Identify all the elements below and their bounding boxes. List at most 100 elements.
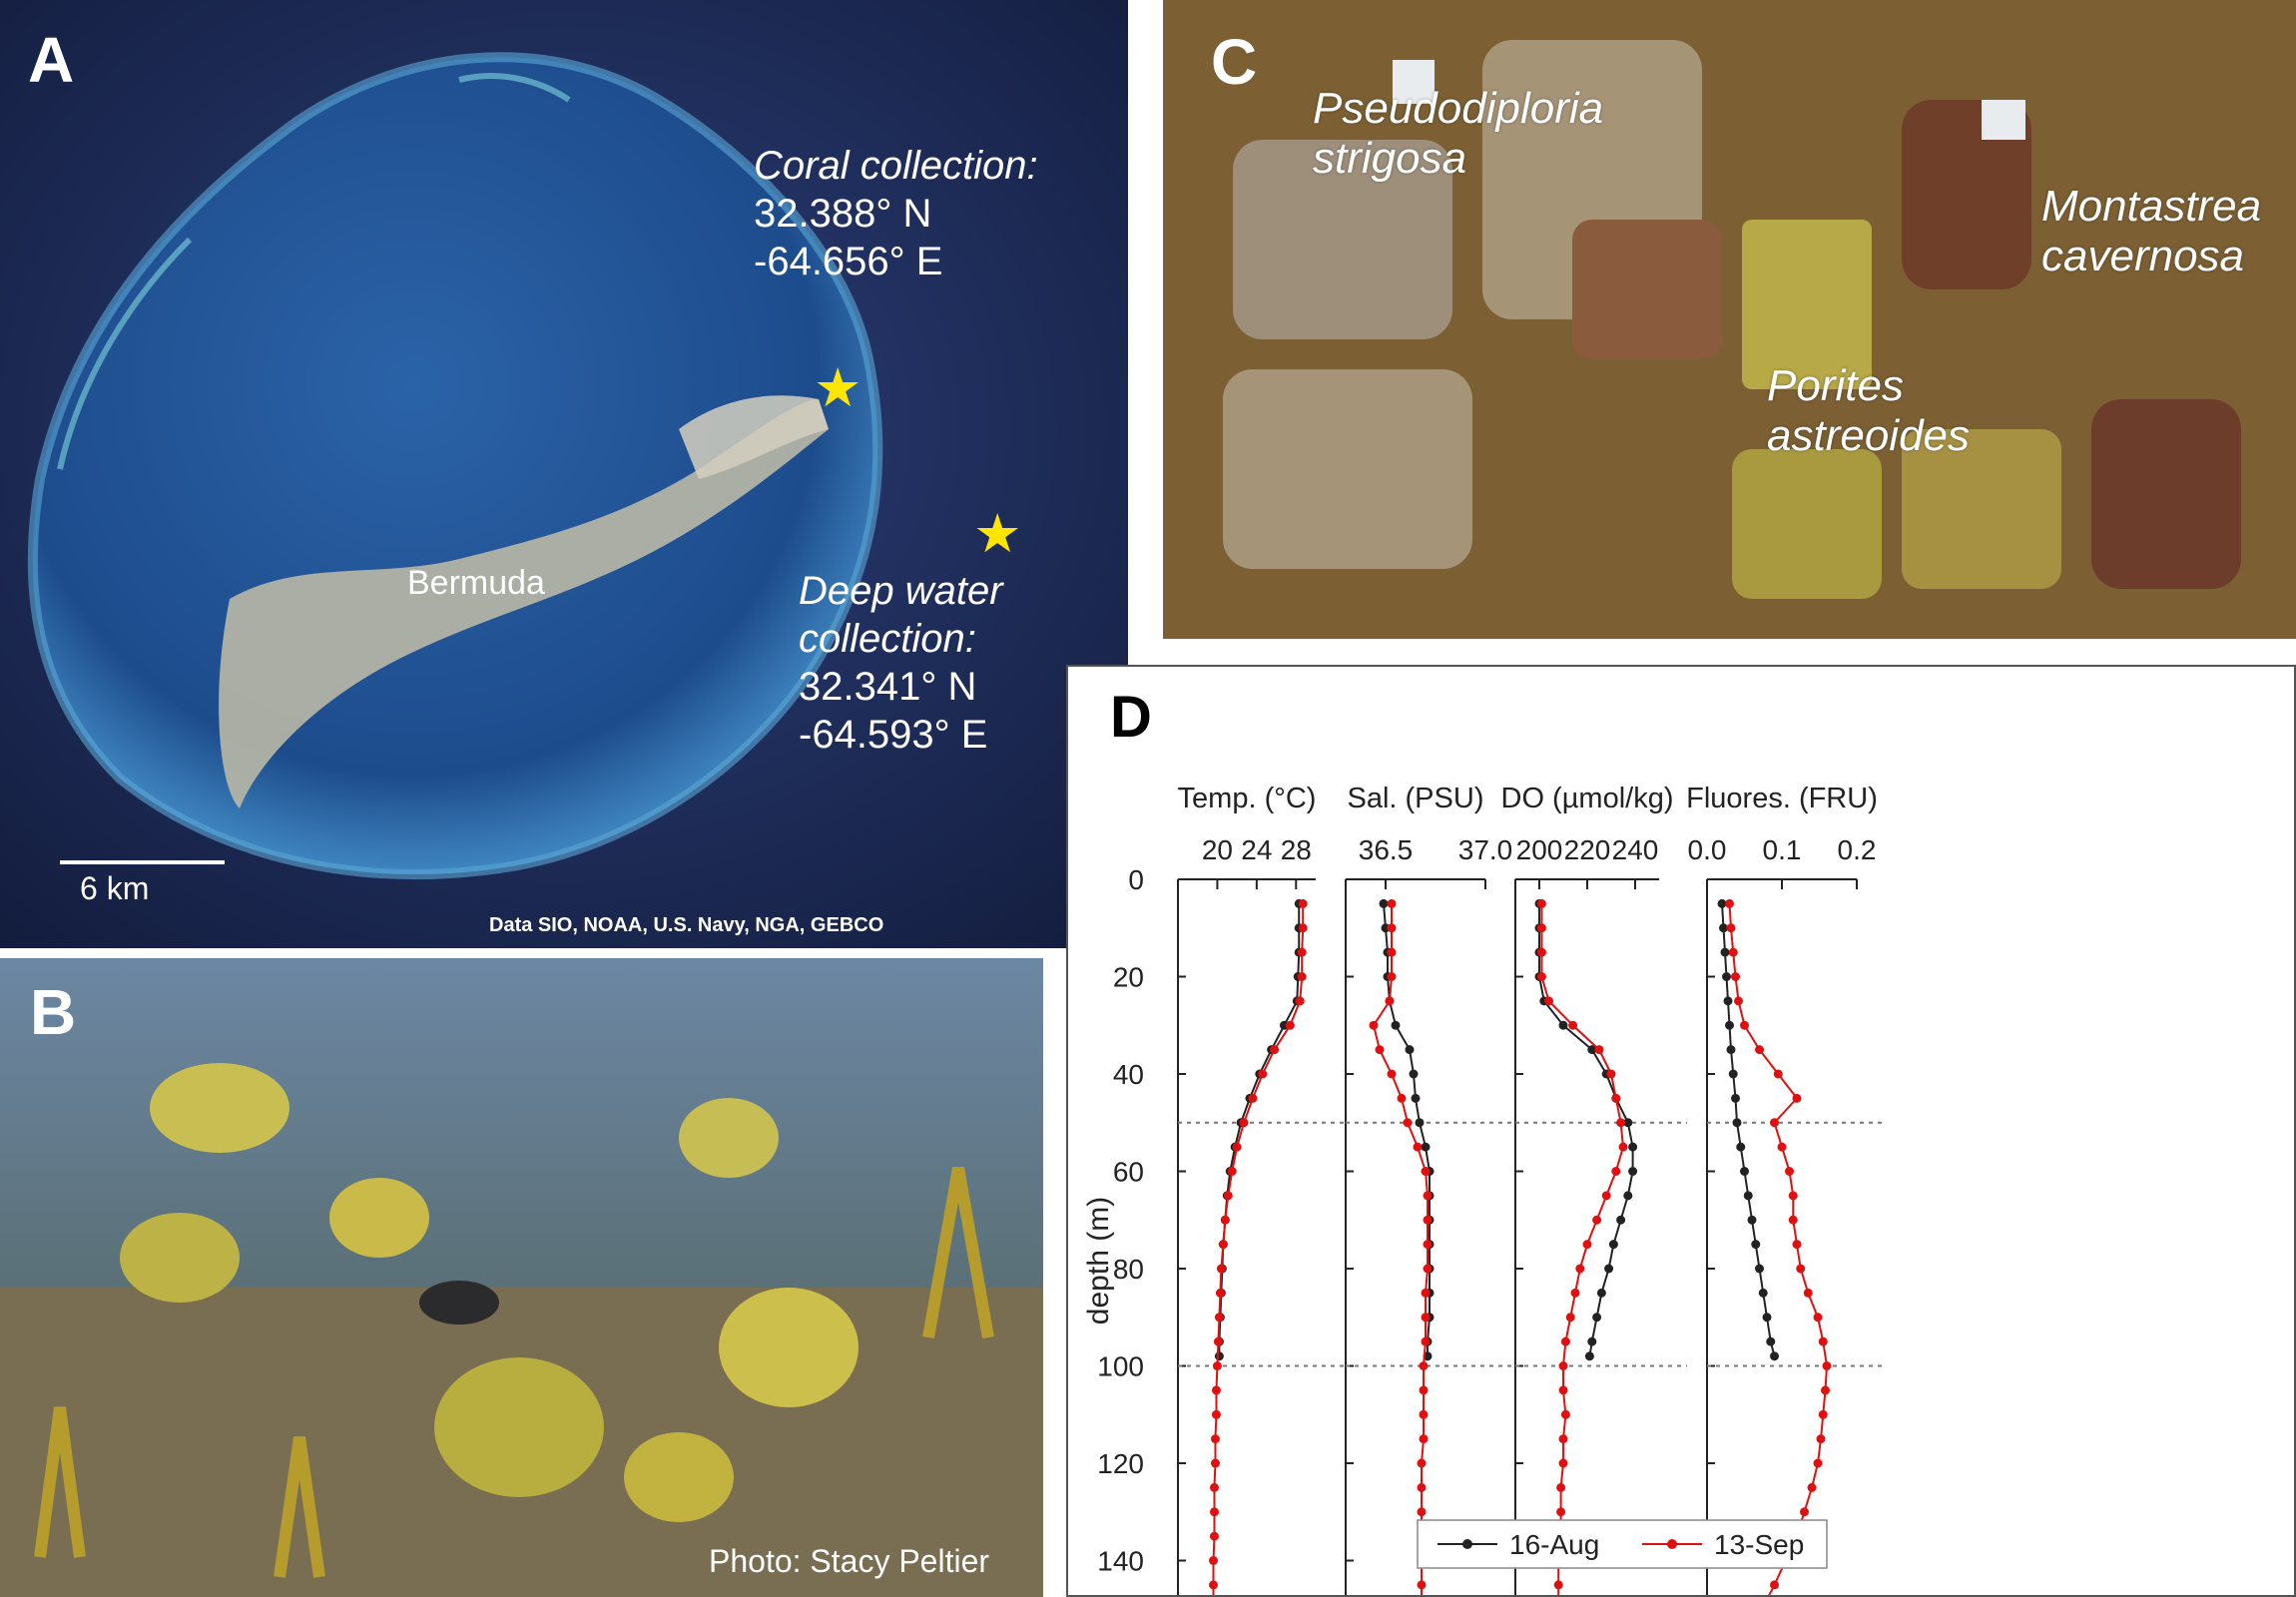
data-point-13-sep: [1558, 1361, 1568, 1370]
data-point-13-sep: [1556, 1482, 1566, 1492]
data-point-13-sep: [1726, 923, 1736, 933]
legend-label: 16-Aug: [1509, 1529, 1599, 1560]
data-point-16-aug: [1214, 1351, 1224, 1361]
x-tick-label: 36.5: [1359, 834, 1414, 865]
map-credit: Data SIO, NOAA, U.S. Navy, NGA, GEBCO: [489, 914, 884, 936]
data-point-16-aug: [1722, 972, 1731, 981]
data-point-13-sep: [1818, 1409, 1828, 1419]
data-point-13-sep: [1770, 1580, 1779, 1590]
data-point-13-sep: [1740, 1020, 1749, 1030]
deep-water-collection-text: Deep water collection: 32.341° N -64.593…: [799, 567, 1128, 759]
data-point-13-sep: [1258, 1069, 1268, 1079]
data-point-13-sep: [1423, 1264, 1433, 1274]
data-point-16-aug: [1740, 1167, 1749, 1176]
data-point-13-sep: [1297, 972, 1307, 981]
data-point-13-sep: [1419, 1361, 1429, 1370]
deep-water-collection-title: Deep water collection:: [799, 569, 1003, 661]
data-point-16-aug: [1725, 1020, 1734, 1030]
data-point-13-sep: [1387, 898, 1397, 908]
photo-credit: Photo: Stacy Peltier: [709, 1543, 990, 1579]
data-point-13-sep: [1210, 1458, 1220, 1468]
data-point-13-sep: [1777, 1142, 1787, 1152]
data-point-16-aug: [1755, 1264, 1764, 1274]
x-tick-label: 0.2: [1838, 834, 1877, 865]
series-line-13-sep: [1212, 903, 1305, 1595]
series-line-16-aug: [1218, 903, 1301, 1356]
x-tick-label: 20: [1202, 834, 1233, 865]
scale-label: 6 km: [80, 870, 150, 906]
map-panel: A Coral collection: 32.388° N -64.656° E…: [0, 0, 1128, 948]
data-point-13-sep: [1553, 1580, 1563, 1590]
subplot-title: Temp. (°C): [1178, 783, 1317, 814]
series-line-16-aug: [1383, 903, 1431, 1356]
data-point-16-aug: [1409, 1069, 1419, 1079]
data-point-13-sep: [1210, 1434, 1220, 1444]
data-point-13-sep: [1606, 1069, 1616, 1079]
data-point-13-sep: [1731, 972, 1740, 981]
data-point-16-aug: [1728, 1069, 1738, 1079]
data-point-16-aug: [1616, 1215, 1626, 1225]
y-tick-label: 40: [1113, 1059, 1144, 1090]
coral-collection-title: Coral collection:: [754, 144, 1038, 188]
data-point-16-aug: [1596, 1288, 1606, 1298]
data-point-13-sep: [1773, 1069, 1783, 1079]
data-point-13-sep: [1220, 1215, 1230, 1225]
data-point-13-sep: [1592, 1215, 1602, 1225]
data-point-13-sep: [1285, 1020, 1295, 1030]
x-tick-label: 240: [1612, 834, 1659, 865]
data-point-16-aug: [1751, 1240, 1761, 1250]
data-point-13-sep: [1232, 1142, 1242, 1152]
island-label: Bermuda: [407, 564, 545, 602]
data-point-13-sep: [1403, 1118, 1413, 1128]
coral-samples-photo: [1163, 0, 2296, 639]
legend-swatch-marker: [1462, 1539, 1472, 1549]
data-point-13-sep: [1788, 1191, 1798, 1201]
y-axis-label: depth (m): [1082, 1197, 1115, 1325]
data-point-13-sep: [1218, 1240, 1228, 1250]
coral-longitude: -64.656° E: [754, 240, 943, 283]
data-point-13-sep: [1298, 923, 1308, 933]
data-point-13-sep: [1611, 1093, 1621, 1103]
data-point-13-sep: [1413, 1142, 1423, 1152]
data-point-13-sep: [1248, 1093, 1258, 1103]
data-point-13-sep: [1570, 1288, 1580, 1298]
data-point-16-aug: [1584, 1351, 1594, 1361]
data-point-13-sep: [1792, 1093, 1802, 1103]
series-line-16-aug: [1721, 903, 1776, 1356]
data-point-13-sep: [1616, 1118, 1626, 1128]
data-point-16-aug: [1415, 1118, 1425, 1128]
data-point-16-aug: [1608, 1240, 1618, 1250]
data-point-13-sep: [1560, 1336, 1570, 1346]
panel-c-label: C: [1211, 26, 1258, 98]
data-point-13-sep: [1208, 1556, 1218, 1565]
data-point-13-sep: [1818, 1336, 1828, 1346]
data-point-13-sep: [1417, 1482, 1427, 1492]
data-point-13-sep: [1387, 1069, 1397, 1079]
data-point-13-sep: [1558, 1434, 1568, 1444]
data-point-13-sep: [1397, 1093, 1407, 1103]
data-point-13-sep: [1556, 1507, 1566, 1517]
data-point-13-sep: [1417, 1507, 1427, 1517]
y-tick-label: 20: [1113, 962, 1144, 993]
data-point-13-sep: [1618, 1142, 1628, 1152]
coral-collection-text: Coral collection: 32.388° N -64.656° E: [754, 142, 1038, 285]
data-point-13-sep: [1387, 972, 1397, 981]
data-point-13-sep: [1417, 1580, 1427, 1590]
data-point-16-aug: [1587, 1336, 1597, 1346]
data-point-13-sep: [1419, 1385, 1429, 1395]
data-point-13-sep: [1792, 1240, 1802, 1250]
deep-water-longitude: -64.593° E: [799, 713, 988, 757]
data-point-13-sep: [1423, 1215, 1433, 1225]
data-point-13-sep: [1807, 1482, 1817, 1492]
data-point-13-sep: [1375, 1045, 1385, 1055]
data-point-16-aug: [1719, 923, 1728, 933]
data-point-13-sep: [1421, 1336, 1431, 1346]
data-point-13-sep: [1565, 1313, 1575, 1323]
data-point-13-sep: [1227, 1167, 1237, 1176]
data-point-13-sep: [1421, 1167, 1431, 1176]
species-pseudodiploria-strigosa: Pseudodiploria strigosa: [1313, 84, 1604, 183]
data-point-13-sep: [1536, 972, 1546, 981]
data-point-13-sep: [1558, 1385, 1568, 1395]
data-point-13-sep: [1728, 947, 1738, 957]
data-point-13-sep: [1816, 1434, 1826, 1444]
